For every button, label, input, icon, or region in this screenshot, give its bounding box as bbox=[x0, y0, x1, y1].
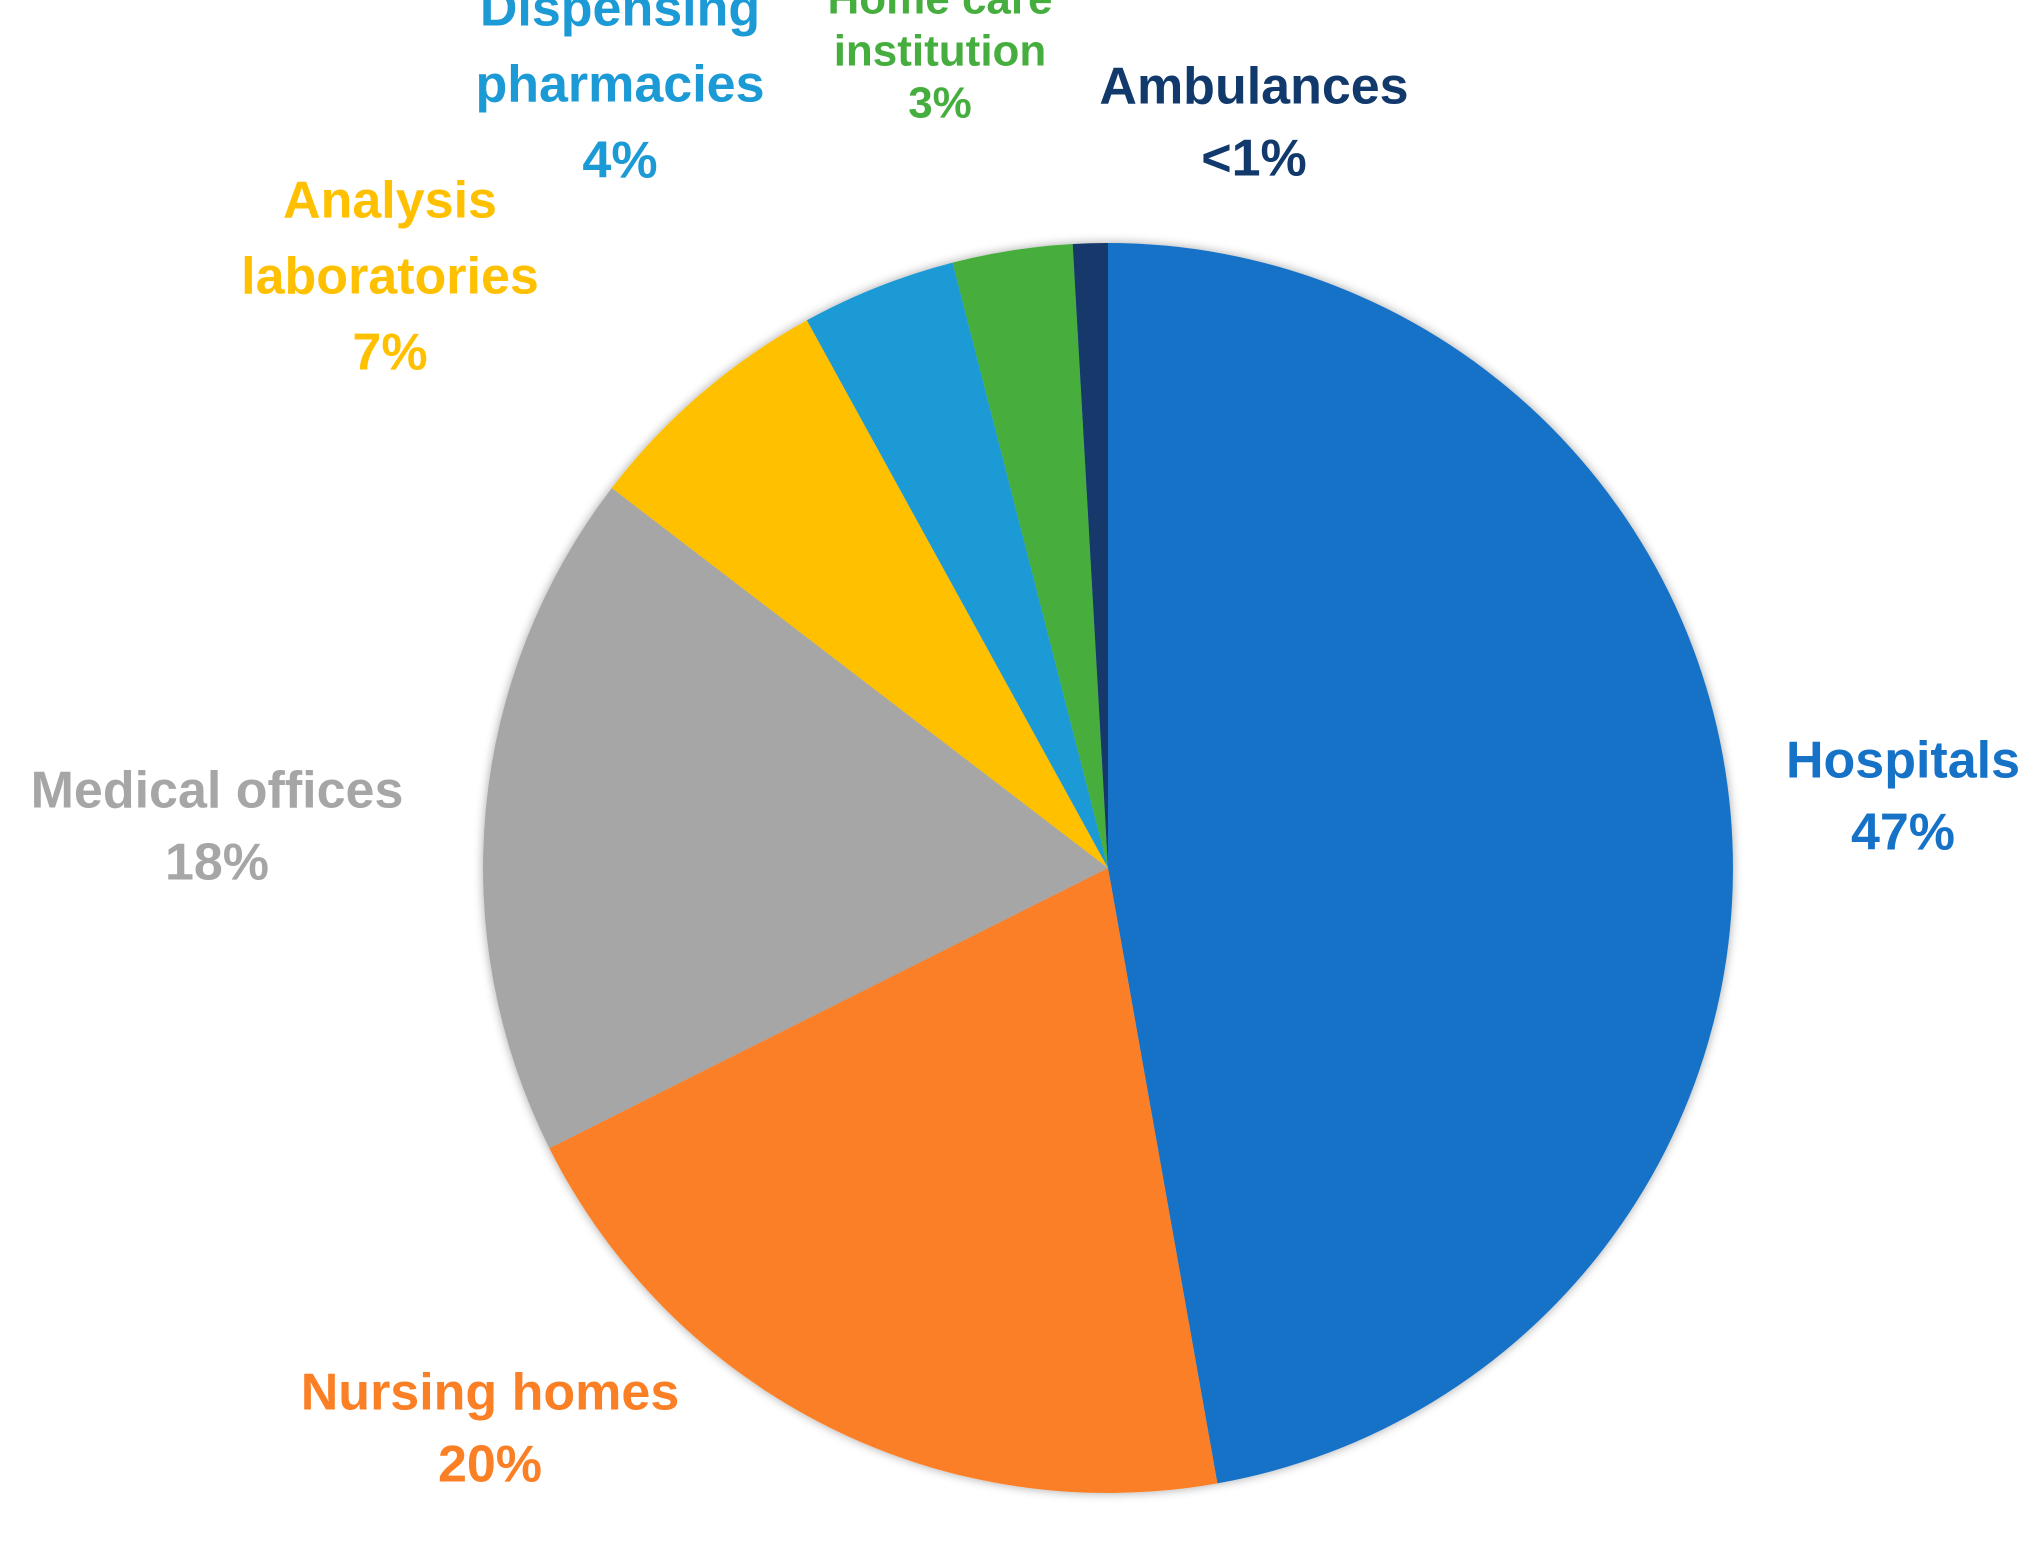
slice-category-label: Ambulances bbox=[1099, 58, 1408, 116]
pie-slice-nursing-homes bbox=[549, 868, 1218, 1493]
slice-value-label: 7% bbox=[352, 324, 427, 382]
slice-label-ambulances: Ambulances <1% bbox=[1099, 58, 1408, 188]
slice-label-dispensing-pharmacies: Dispensing pharmacies 4% bbox=[475, 0, 764, 190]
slice-value-label: 20% bbox=[438, 1436, 542, 1494]
slice-category-label: Nursing homes bbox=[301, 1364, 680, 1422]
pie-slices bbox=[483, 243, 1733, 1493]
slice-category-label: Medical offices bbox=[31, 762, 404, 820]
pie-slice-dispensing-pharmacies bbox=[806, 262, 1108, 868]
slice-category-label: Hospitals bbox=[1786, 732, 2020, 790]
slice-value-label: 4% bbox=[582, 132, 657, 190]
slice-category-label: Analysis bbox=[283, 172, 497, 230]
slice-category-label: Dispensing bbox=[480, 0, 760, 38]
pie-slice-home-care-institution bbox=[952, 244, 1108, 868]
slice-label-analysis-laboratories: Analysis laboratories 7% bbox=[241, 172, 539, 382]
pie-slice-hospitals bbox=[1108, 243, 1733, 1484]
slice-label-hospitals: Hospitals 47% bbox=[1786, 732, 2020, 862]
slice-category-label: laboratories bbox=[241, 248, 539, 306]
pie-labels: Hospitals 47% Nursing homes 20% Medical offi… bbox=[31, 0, 2020, 1494]
slice-value-label: 3% bbox=[908, 79, 972, 128]
pie-slice-ambulances bbox=[1072, 243, 1108, 868]
slice-value-label: 47% bbox=[1851, 804, 1955, 862]
slice-value-label: <1% bbox=[1201, 130, 1307, 188]
pie-slice-analysis-laboratories bbox=[611, 320, 1108, 868]
slice-category-label: Home care bbox=[827, 0, 1052, 24]
pie-slice-medical-offices bbox=[483, 488, 1108, 1149]
slice-label-medical-offices: Medical offices 18% bbox=[31, 762, 404, 892]
slice-category-label: institution bbox=[834, 27, 1047, 76]
slice-category-label: pharmacies bbox=[475, 56, 764, 114]
slice-label-nursing-homes: Nursing homes 20% bbox=[301, 1364, 680, 1494]
slice-value-label: 18% bbox=[165, 834, 269, 892]
